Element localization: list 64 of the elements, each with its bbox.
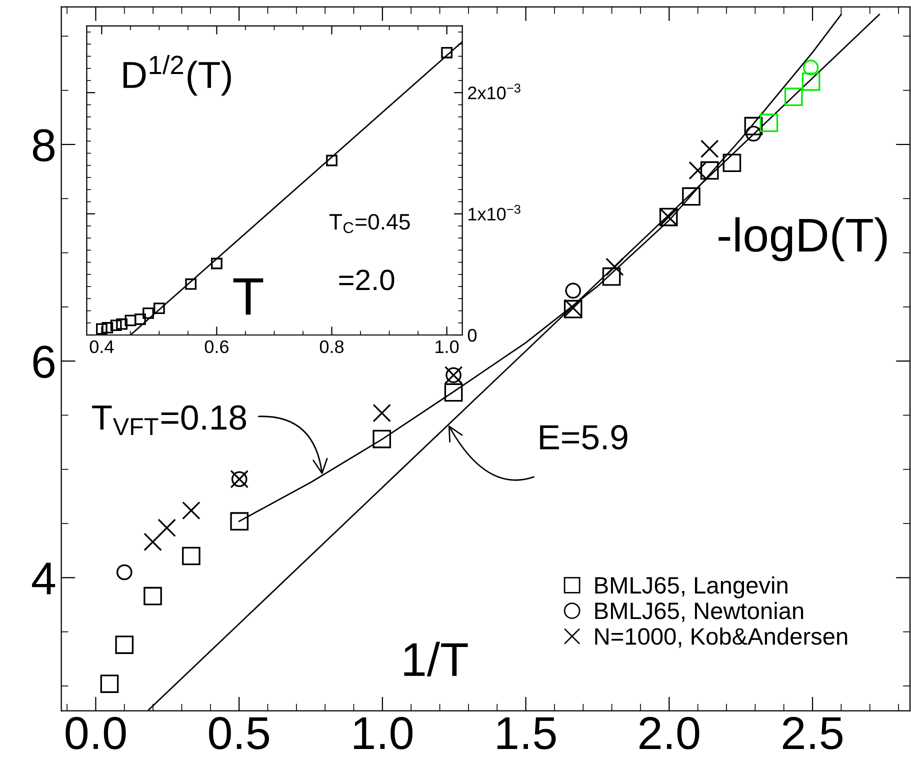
point [116, 318, 128, 330]
point [602, 267, 621, 286]
x-tick-label: 1.0 [354, 716, 413, 750]
point [115, 636, 134, 654]
y-tick-label: 1x10$^{−3}$ [468, 204, 520, 221]
point [142, 307, 154, 319]
point [744, 116, 763, 136]
x-tick-label: 0.5 [209, 716, 270, 750]
point [784, 88, 803, 106]
x-tick-label: 2.5 [782, 716, 842, 750]
legend-label: BMLJ65, Newtonian [595, 602, 804, 622]
legend-label: N=1000, Kob&Andersen [595, 627, 848, 648]
x-axis-title: 1/T [404, 642, 468, 676]
y-tick-label: 6 [33, 346, 54, 378]
annotation: T$_{VFT}$=0.18 [92, 405, 246, 436]
x-tick-label: 1.5 [497, 717, 556, 750]
point [144, 586, 162, 606]
point [700, 161, 719, 180]
x-tick-label: 2.0 [640, 716, 700, 750]
annotation: E=5.9 [540, 424, 628, 450]
point [326, 154, 338, 166]
point [444, 383, 463, 402]
point [182, 501, 200, 520]
point [100, 674, 119, 693]
x-axis-title: T [233, 278, 264, 315]
point [116, 564, 132, 580]
point [230, 512, 249, 531]
point [182, 546, 200, 566]
point [372, 404, 392, 422]
annotation: =2.0 [339, 270, 394, 290]
y-tick-label: 4 [32, 562, 56, 594]
x-tick-label: 0.8 [320, 340, 344, 354]
point [102, 322, 114, 334]
point [134, 314, 146, 325]
point [96, 323, 108, 335]
point [802, 72, 820, 91]
point [700, 140, 719, 158]
point [565, 282, 582, 299]
point [688, 161, 707, 180]
point [124, 314, 136, 326]
point [372, 430, 392, 448]
y-axis-title: -logD(T) [718, 217, 887, 262]
point [211, 258, 222, 270]
point [154, 302, 165, 314]
point [441, 46, 452, 58]
x-tick-label: 0.6 [204, 340, 228, 354]
y-tick-label: 2x10$^{−3}$ [468, 84, 520, 100]
point [802, 60, 819, 76]
legend-label: BMLJ65, Langevin [595, 576, 788, 598]
x-tick-label: 1.0 [436, 340, 459, 354]
point [144, 532, 162, 552]
point [760, 114, 778, 132]
x-tick-label: 0.0 [66, 716, 126, 750]
x-tick-label: 0.4 [90, 340, 114, 354]
point [185, 278, 197, 290]
point [682, 187, 700, 206]
point [746, 126, 762, 142]
point [110, 320, 122, 331]
y-tick-label: 0 [468, 328, 477, 342]
point [722, 154, 742, 172]
point [158, 518, 176, 538]
annotation: T$_{C}$=0.45 [329, 214, 410, 234]
y-tick-label: 8 [32, 129, 54, 162]
y-axis-title: D$^{1/2}$(T) [124, 54, 231, 96]
